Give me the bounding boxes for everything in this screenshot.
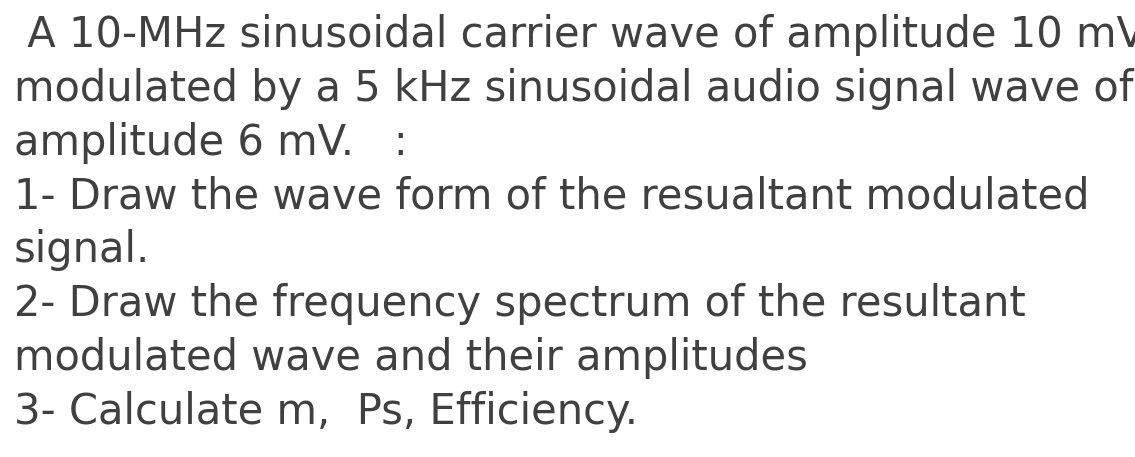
Text: 2- Draw the frequency spectrum of the resultant: 2- Draw the frequency spectrum of the re… [14, 283, 1025, 325]
Text: signal.: signal. [14, 229, 150, 271]
Text: modulated by a 5 kHz sinusoidal audio signal wave of: modulated by a 5 kHz sinusoidal audio si… [14, 68, 1133, 110]
Text: amplitude 6 mV.   :: amplitude 6 mV. : [14, 122, 407, 164]
Text: 3- Calculate m,  Ps, Efficiency.: 3- Calculate m, Ps, Efficiency. [14, 391, 638, 433]
Text: 1- Draw the wave form of the resualtant modulated: 1- Draw the wave form of the resualtant … [14, 175, 1090, 218]
Text: A 10-MHz sinusoidal carrier wave of amplitude 10 mV is: A 10-MHz sinusoidal carrier wave of ampl… [14, 14, 1135, 56]
Text: modulated wave and their amplitudes: modulated wave and their amplitudes [14, 337, 807, 379]
